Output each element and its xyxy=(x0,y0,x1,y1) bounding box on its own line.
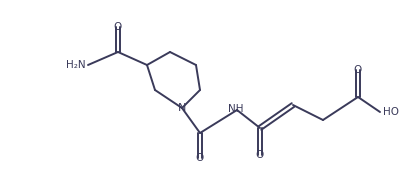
Text: H₂N: H₂N xyxy=(66,60,86,70)
Text: O: O xyxy=(256,150,264,160)
Text: HO: HO xyxy=(383,107,399,117)
Text: O: O xyxy=(196,153,204,163)
Text: O: O xyxy=(354,65,362,75)
Text: O: O xyxy=(114,22,122,32)
Text: NH: NH xyxy=(228,104,244,114)
Text: N: N xyxy=(178,103,186,113)
